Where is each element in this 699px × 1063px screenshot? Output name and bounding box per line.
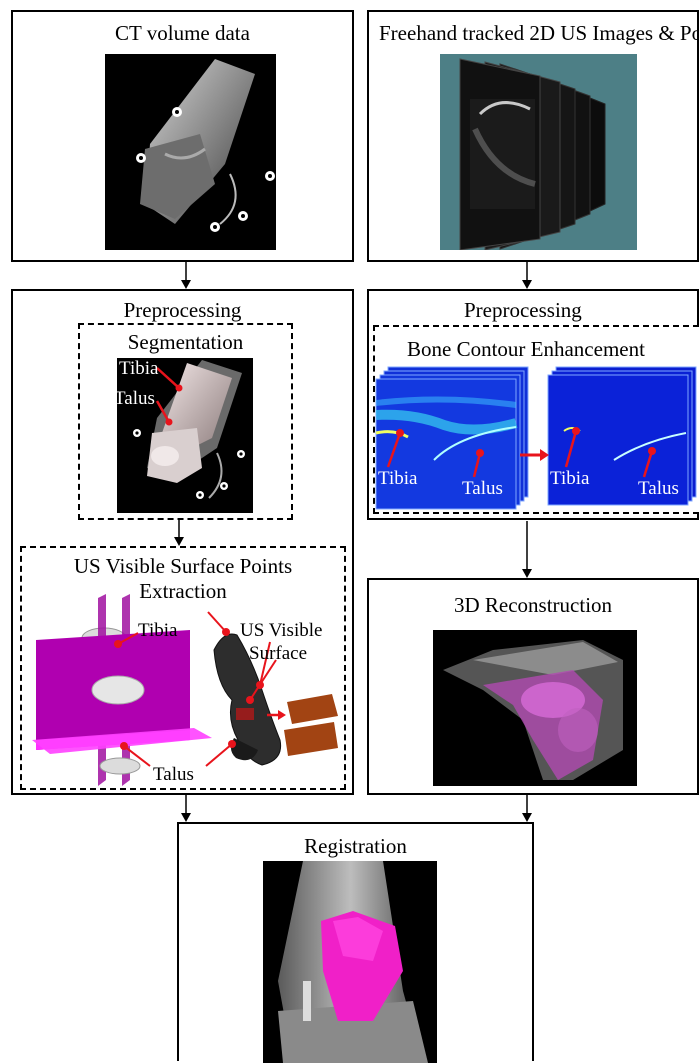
- extraction-label-us-visible-2: Surface: [249, 643, 308, 664]
- reconstruction-title: 3D Reconstruction: [453, 593, 613, 617]
- ct-volume-title: CT volume data: [115, 21, 250, 45]
- us-images-title: Freehand tracked 2D US Images & Position…: [379, 21, 697, 45]
- registration-title: Registration: [304, 834, 407, 858]
- surface-extraction-title-2: Extraction: [139, 579, 227, 603]
- enhancement-label-tibia-enh: Tibia: [550, 468, 590, 489]
- enhancement-illustration: [375, 366, 697, 510]
- surface-extraction-illustration: [32, 594, 338, 786]
- registration-panel: Registration: [177, 822, 534, 1063]
- enhancement-title: Bone Contour Enhancement: [407, 337, 645, 361]
- segmentation-label-tibia: Tibia: [119, 358, 159, 379]
- segmentation-title: Segmentation: [127, 330, 244, 354]
- us-preprocessing-title: Preprocessing: [464, 298, 582, 322]
- us-stack-image: [440, 54, 637, 250]
- extraction-label-tibia: Tibia: [138, 620, 178, 641]
- us-images-panel: Freehand tracked 2D US Images & Position…: [367, 10, 699, 262]
- extraction-label-us-visible-1: US Visible: [240, 620, 323, 641]
- segmentation-image: Tibia Talus: [117, 358, 253, 513]
- enhancement-label-talus-raw: Talus: [462, 478, 503, 499]
- extraction-label-talus: Talus: [153, 764, 194, 785]
- ct-volume-image: [105, 54, 276, 250]
- reconstruction-image: [433, 630, 637, 786]
- enhancement-label-tibia-raw: Tibia: [378, 468, 418, 489]
- reconstruction-panel: 3D Reconstruction: [367, 578, 699, 795]
- registration-image: [263, 861, 437, 1063]
- ct-preprocessing-title: Preprocessing: [123, 298, 242, 322]
- surface-extraction-title-1: US Visible Surface Points: [73, 554, 293, 578]
- segmentation-label-talus: Talus: [117, 388, 155, 409]
- enhancement-label-talus-enh: Talus: [638, 478, 679, 499]
- ct-volume-panel: CT volume data: [11, 10, 354, 262]
